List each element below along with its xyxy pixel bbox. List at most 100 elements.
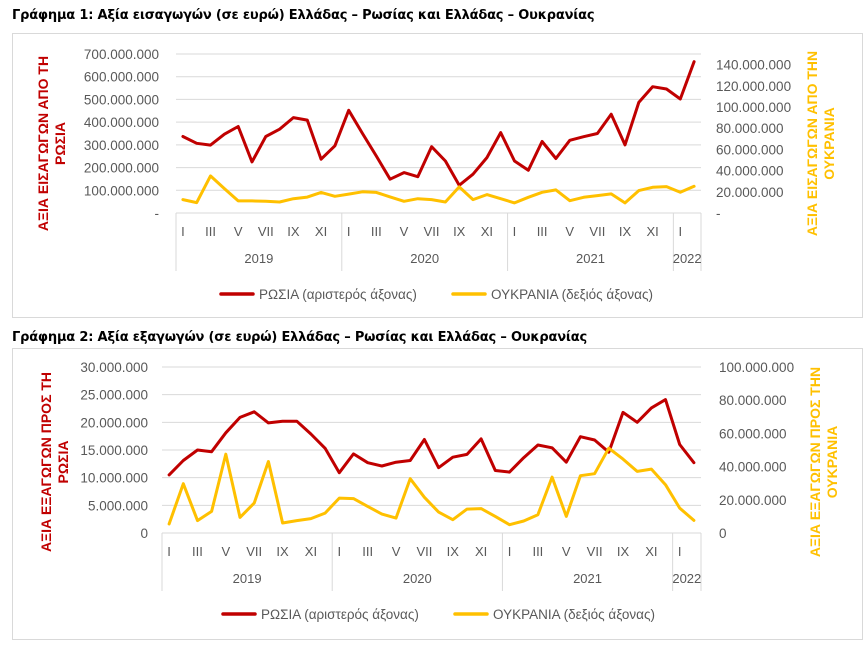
left-axis-tick-label: 600.000.000 [84,70,159,85]
left-axis-tick-label: 20.000.000 [80,415,148,430]
right-axis-tick-label: 100.000.000 [719,360,794,375]
right-axis-tick-label: 60.000.000 [716,142,784,157]
month-label: IX [617,544,630,559]
right-axis-tick-label: 80.000.000 [716,121,784,136]
left-axis-tick-label: 400.000.000 [84,115,159,130]
month-label: I [678,544,682,559]
left-axis-tick-label: 10.000.000 [80,471,148,486]
right-axis-tick-label: 40.000.000 [716,164,784,179]
left-axis-title-line: ΡΩΣΙΑ [55,441,71,484]
right-axis-tick-label: 60.000.000 [719,426,787,441]
year-label: 2022 [673,251,702,266]
month-label: V [565,224,574,239]
month-label: VII [424,224,440,239]
month-label: I [167,544,171,559]
month-label: IX [447,544,460,559]
left-axis-tick-label: 300.000.000 [84,138,159,153]
left-axis-tick-label: 0 [140,526,148,541]
legend-russia-label: ΡΩΣΙΑ (αριστερός άξονας) [259,287,417,302]
month-label: V [392,544,401,559]
legend-ukraine-label: ΟΥΚΡΑΝΙΑ (δεξιός άξονας) [491,287,653,302]
left-axis-tick-label: 30.000.000 [80,360,148,375]
month-label: V [562,544,571,559]
year-label: 2021 [576,251,605,266]
ukraine-series-line [167,446,696,527]
year-label: 2019 [244,251,273,266]
right-axis-title: ΑΞΙΑ ΕΙΣΑΓΩΓΩΝ ΑΠΟ ΤΗΝ ΟΥΚΡΑΝΙΑ [804,51,837,236]
month-label: IX [276,544,289,559]
left-axis-tick-label: - [155,206,160,221]
year-label: 2020 [410,251,439,266]
right-axis-tick-label: 100.000.000 [716,100,791,115]
month-label: I [337,544,341,559]
month-label: V [400,224,409,239]
month-label: VII [587,544,603,559]
month-label: I [347,224,351,239]
month-label: III [532,544,543,559]
month-label: IX [453,224,466,239]
chart2-title: Γράφημα 2: Αξία εξαγωγών (σε ευρώ) Ελλάδ… [12,330,588,345]
chart1-svg: - 100.000.000 200.000.000 300.000.000 400.00… [35,47,837,302]
left-axis-tick-label: 25.000.000 [80,388,148,403]
month-label: XI [646,224,658,239]
left-axis-title-line: ΡΩΣΙΑ [52,122,68,165]
month-label: VII [589,224,605,239]
ukraine-series-line [181,174,696,205]
month-label: I [678,224,682,239]
left-axis-title-line: ΑΞΙΑ ΕΞΑΓΩΓΩΝ ΠΡΟΣ ΤΗ [38,372,54,552]
right-axis-tick-label: 140.000.000 [716,58,791,73]
left-axis-tick-label: 5.000.000 [88,498,148,513]
month-label: IX [619,224,632,239]
chart2-svg: 0 5.000.000 10.000.000 15.000.000 20.000.000… [38,360,840,622]
right-axis-title: ΑΞΙΑ ΕΞΑΓΩΓΩΝ ΠΡΟΣ ΤΗΝ ΟΥΚΡΑΝΙΑ [807,367,840,557]
left-axis-tick-label: 15.000.000 [80,443,148,458]
month-label: XI [475,544,487,559]
right-axis-title-line: ΑΞΙΑ ΕΞΑΓΩΓΩΝ ΠΡΟΣ ΤΗΝ [807,367,823,557]
right-axis-tick-label: 40.000.000 [719,460,787,475]
year-label: 2022 [672,571,701,586]
right-axis-tick-label: 0 [719,526,727,541]
chart2-container: 0 5.000.000 10.000.000 15.000.000 20.000.000… [12,348,863,640]
month-label: III [371,224,382,239]
right-axis-tick-label: 120.000.000 [716,79,791,94]
month-label: III [537,224,548,239]
right-axis-title-line: ΑΞΙΑ ΕΙΣΑΓΩΓΩΝ ΑΠΟ ΤΗΝ [804,51,820,236]
left-axis-tick-label: 500.000.000 [84,92,159,107]
right-axis-tick-label: 20.000.000 [719,493,787,508]
left-axis-title: ΑΞΙΑ ΕΙΣΑΓΩΓΩΝ ΑΠΟ ΤΗ ΡΩΣΙΑ [35,56,68,231]
chart1-title: Γράφημα 1: Αξία εισαγωγών (σε ευρώ) Ελλά… [12,8,595,23]
russia-series-line [181,60,696,187]
left-axis-tick-label: 100.000.000 [84,183,159,198]
month-label: VII [416,544,432,559]
month-label: I [508,544,512,559]
left-axis-title-line: ΑΞΙΑ ΕΙΣΑΓΩΓΩΝ ΑΠΟ ΤΗ [35,56,51,231]
left-axis-tick-label: 200.000.000 [84,161,159,176]
month-label: I [181,224,185,239]
month-label: III [192,544,203,559]
left-axis-tick-label: 700.000.000 [84,47,159,62]
month-label: XI [481,224,493,239]
month-label: XI [305,544,317,559]
month-label: I [513,224,517,239]
month-label: VII [258,224,274,239]
legend-ukraine-label: ΟΥΚΡΑΝΙΑ (δεξιός άξονας) [493,607,655,622]
left-axis-title: ΑΞΙΑ ΕΞΑΓΩΓΩΝ ΠΡΟΣ ΤΗ ΡΩΣΙΑ [38,372,71,552]
month-label: V [221,544,230,559]
russia-series-line [167,398,696,477]
year-label: 2019 [233,571,262,586]
right-axis-tick-label: - [716,206,721,221]
month-label: XI [645,544,657,559]
year-label: 2020 [403,571,432,586]
chart1-container: - 100.000.000 200.000.000 300.000.000 400.00… [12,33,863,318]
legend-russia-label: ΡΩΣΙΑ (αριστερός άξονας) [261,607,419,622]
month-label: III [205,224,216,239]
month-label: VII [246,544,262,559]
right-axis-tick-label: 20.000.000 [716,185,784,200]
right-axis-title-line: ΟΥΚΡΑΝΙΑ [824,426,840,498]
month-label: IX [287,224,300,239]
month-label: XI [315,224,327,239]
year-label: 2021 [573,571,602,586]
month-label: V [234,224,243,239]
right-axis-tick-label: 80.000.000 [719,393,787,408]
month-label: III [362,544,373,559]
